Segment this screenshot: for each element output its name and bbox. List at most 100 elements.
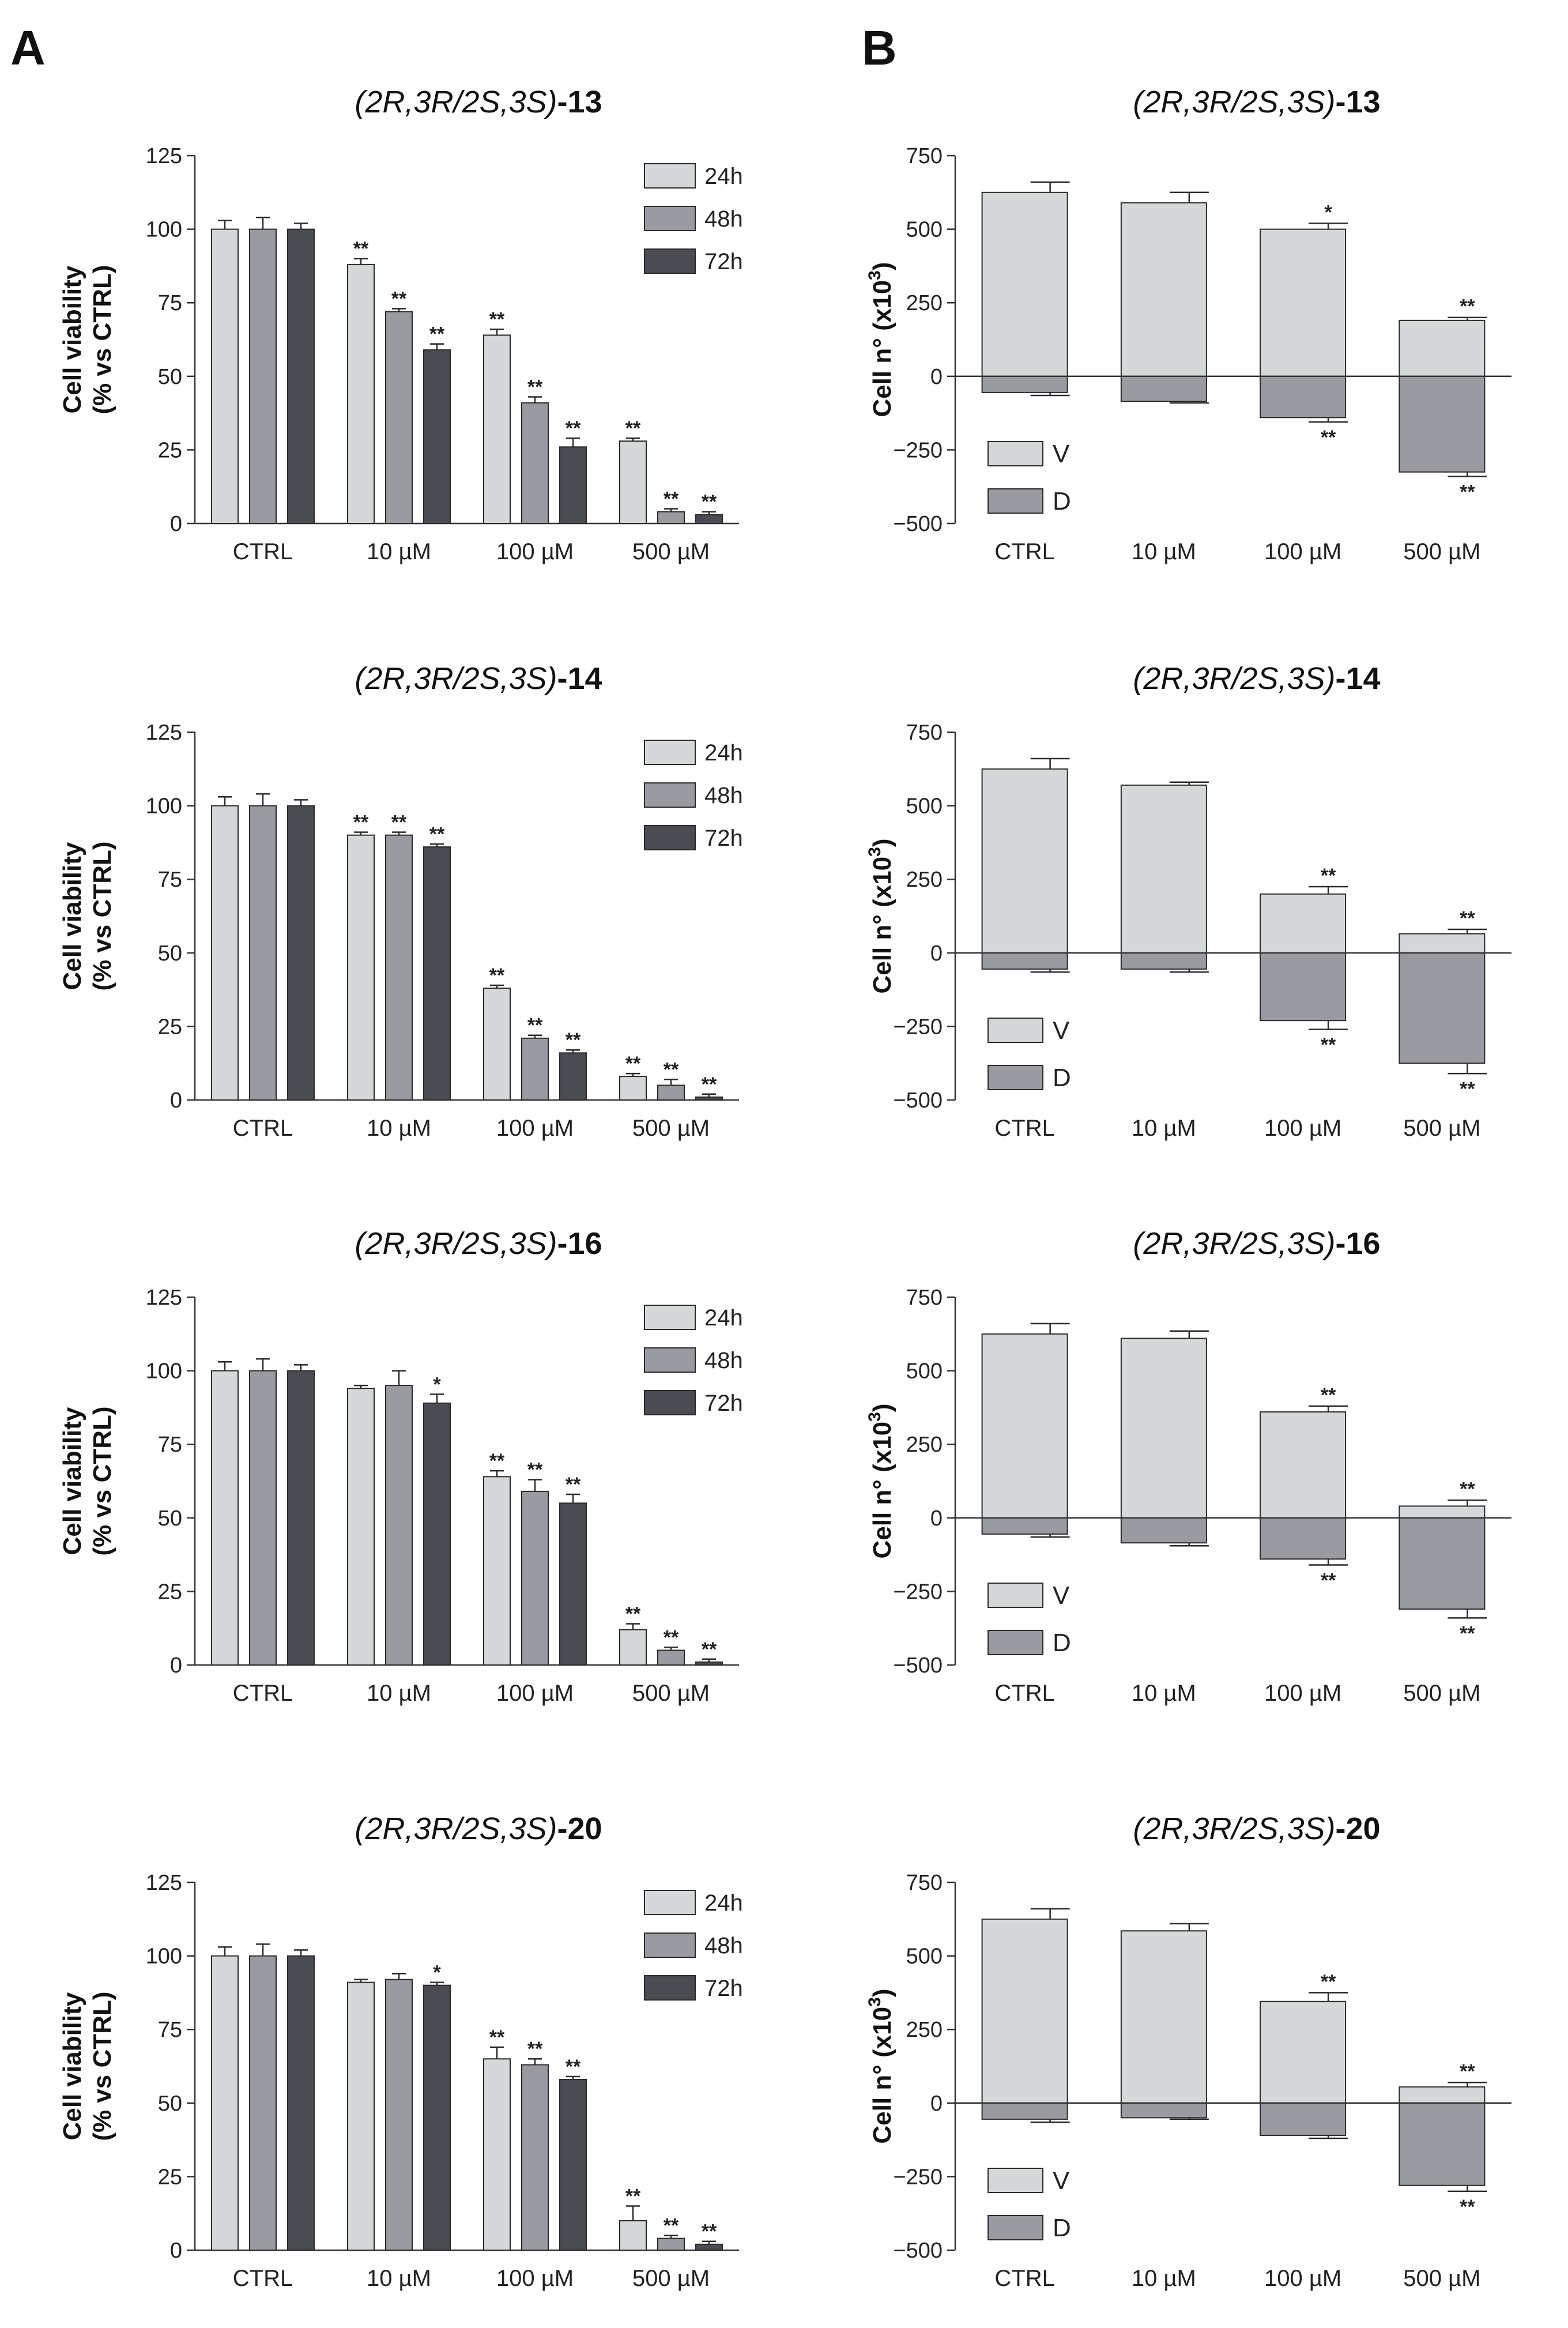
x-tick-label: CTRL <box>994 1681 1054 1706</box>
legend-swatch-24h <box>644 1305 696 1330</box>
y-axis-title-sup: 3 <box>865 1412 884 1422</box>
legend-label-24h: 24h <box>704 164 743 189</box>
bar-dead <box>981 952 1068 970</box>
bar-24h <box>483 988 511 1101</box>
bar-dead <box>1120 1517 1207 1544</box>
bar-24h <box>347 834 375 1101</box>
x-tick-label: 10 µM <box>1132 1681 1196 1706</box>
bar-48h <box>657 1084 685 1101</box>
significance-mark: ** <box>1460 2196 1475 2218</box>
bar-72h <box>287 1370 315 1666</box>
y-tick-label: 250 <box>906 291 943 315</box>
legend-swatch-48h <box>644 1933 696 1958</box>
y-axis-title-line: (% vs CTRL) <box>88 265 116 414</box>
bar-24h <box>483 1476 511 1666</box>
y-axis-title-main: Cell n° (x10 <box>868 857 896 994</box>
significance-mark: ** <box>1321 1569 1336 1591</box>
y-tick-label: 75 <box>158 1433 182 1457</box>
y-axis-title-sup: 3 <box>865 847 884 857</box>
y-axis-title-sup: 3 <box>865 1997 884 2007</box>
x-tick-label: 500 µM <box>1403 1681 1480 1706</box>
bar-72h <box>695 2243 723 2251</box>
x-tick-label: 100 µM <box>1264 539 1341 564</box>
y-tick-label: 250 <box>906 868 943 892</box>
y-axis-title-line: Cell viability <box>58 842 86 990</box>
significance-mark: ** <box>1321 865 1336 887</box>
bar-dead <box>1260 375 1347 419</box>
y-axis-title: Cell viability(% vs CTRL) <box>58 841 116 990</box>
significance-mark: ** <box>702 1073 717 1095</box>
y-tick-label: 125 <box>146 144 182 168</box>
y-axis-title-main: Cell n° (x10 <box>868 280 896 417</box>
legend-label-72h: 72h <box>704 249 743 274</box>
bar-48h <box>521 1490 549 1666</box>
y-tick-label: 0 <box>170 512 182 536</box>
bar-24h <box>619 1076 647 1101</box>
x-tick-label: 100 µM <box>496 1681 574 1706</box>
bar-24h <box>347 263 375 524</box>
significance-mark: ** <box>353 238 369 260</box>
bar-viable <box>1260 228 1347 377</box>
legend-swatch-48h <box>644 782 696 808</box>
chart-b-13: (2R,3R/2S,3S)-13 −500 −250 0 250 500 750 CTRL 10… <box>865 85 1512 564</box>
significance-mark: ** <box>625 1603 641 1625</box>
y-tick-label: 25 <box>158 2165 182 2189</box>
chart-title-stereo: (2R,3R/2S,3S) <box>1133 1811 1335 1846</box>
charts-container: (2R,3R/2S,3S)-130255075100125CTRL******1… <box>58 85 1512 2291</box>
bar-48h <box>385 834 413 1101</box>
significance-mark: ** <box>1460 1622 1475 1644</box>
y-tick-label: 50 <box>158 1506 182 1531</box>
y-axis-title-end: ) <box>868 1403 896 1412</box>
y-tick-label: 50 <box>158 2092 182 2116</box>
bar-viable <box>981 191 1068 377</box>
chart-title-compound: -13 <box>557 85 602 119</box>
bar-72h <box>559 2078 587 2251</box>
significance-mark: ** <box>489 1450 505 1472</box>
x-tick-label: 10 µM <box>1132 1116 1196 1141</box>
chart-a-20: (2R,3R/2S,3S)-20 0 25 50 75 100 125 CTRL * 10 µM *… <box>58 1811 743 2291</box>
chart-title-stereo: (2R,3R/2S,3S) <box>355 85 557 119</box>
x-tick-label: 500 µM <box>632 539 710 564</box>
legend-label-V: V <box>1053 2167 1070 2195</box>
chart-title-stereo: (2R,3R/2S,3S) <box>1133 661 1335 696</box>
y-tick-label: 25 <box>158 438 182 462</box>
significance-mark: ** <box>1321 427 1336 449</box>
significance-mark: ** <box>527 1459 543 1481</box>
significance-mark: ** <box>566 1474 581 1496</box>
y-axis-title: Cell n° (x103) <box>865 1403 896 1558</box>
y-axis-title-line: Cell viability <box>58 265 86 413</box>
bar-72h <box>559 446 587 525</box>
legend-swatch-V <box>987 441 1043 466</box>
y-axis-title-main: Cell n° (x10 <box>868 1422 896 1559</box>
legend-swatch-24h <box>644 1890 696 1915</box>
y-tick-label: 50 <box>158 941 182 966</box>
bar-dead <box>1120 2102 1207 2119</box>
bar-72h <box>695 1096 723 1101</box>
x-tick-label: 10 µM <box>1132 539 1196 564</box>
bar-48h <box>657 2237 685 2251</box>
y-tick-label: 0 <box>170 1653 182 1678</box>
legend-label-48h: 48h <box>704 206 743 232</box>
legend-label-72h: 72h <box>704 826 743 851</box>
bar-48h <box>249 1370 277 1666</box>
legend-label-24h: 24h <box>704 740 743 766</box>
significance-mark: ** <box>489 2026 505 2048</box>
x-tick-label: 10 µM <box>367 1681 431 1706</box>
legend-label-D: D <box>1053 1629 1071 1657</box>
y-tick-label: 125 <box>146 1286 182 1310</box>
bar-48h <box>385 1979 413 2251</box>
x-tick-label: 500 µM <box>632 1681 710 1706</box>
chart-b-20: (2R,3R/2S,3S)-20 −500 −250 0 250 500 750 CTRL 10… <box>865 1811 1512 2291</box>
x-tick-label: 100 µM <box>1264 1681 1341 1706</box>
legend-label-72h: 72h <box>704 1391 743 1416</box>
legend-swatch-D <box>987 488 1043 514</box>
legend-swatch-D <box>987 1630 1043 1655</box>
bar-dead <box>1399 375 1486 473</box>
legend-label-24h: 24h <box>704 1305 743 1331</box>
significance-mark: * <box>433 1373 441 1395</box>
x-tick-label: CTRL <box>994 2266 1054 2291</box>
chart-title: (2R,3R/2S,3S)-13 <box>1133 85 1380 119</box>
significance-mark: ** <box>429 323 445 345</box>
bar-48h <box>249 1955 277 2251</box>
bar-24h <box>211 1955 239 2251</box>
